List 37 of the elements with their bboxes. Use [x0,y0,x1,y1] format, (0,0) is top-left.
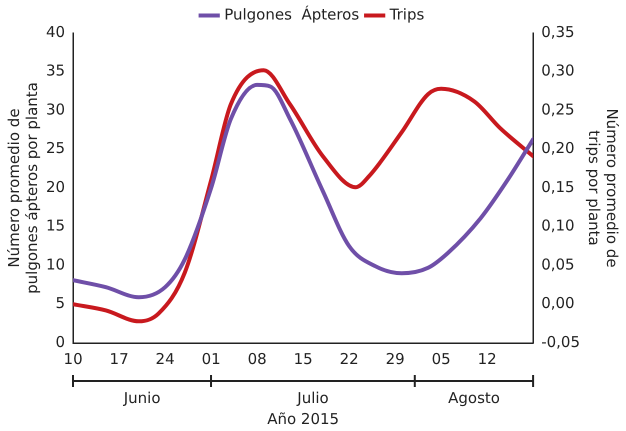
y-tick-label: 10 [46,255,66,274]
y2-tick-label: 0,30 [541,62,575,80]
y2-tick-label: 0,20 [541,139,575,158]
y-tick-label: 30 [46,100,66,118]
y-tick-label: 0 [56,332,66,351]
line-series [73,68,534,324]
legend-label: Trips [388,5,424,24]
text: Junio [122,388,160,407]
y-axis-title: Número promedio de pulgones ápteros por planta [4,82,41,294]
x-tick-label: 29 [386,350,405,368]
text: Agosto [448,388,500,407]
x-tick-label: 22 [340,350,359,368]
y2-tick-label: 0,15 [541,178,575,196]
x-tick-label: 08 [248,350,267,368]
y-tick-label: 35 [46,62,66,80]
x-tick-label: 12 [478,350,497,368]
line-series [73,82,534,300]
x-tick-label: 01 [202,350,221,368]
y2-tick-label: 0,00 [541,294,575,312]
x-tick-label: 24 [156,350,175,368]
y-tick-label: 15 [46,216,66,235]
y2-tick-label: 0,10 [541,216,575,235]
y2-tick-label: 0,35 [541,22,575,41]
x-tick-label: 17 [110,350,129,368]
x-tick-label: 05 [432,350,451,368]
y2-tick-label: 0,05 [541,255,575,274]
x-tick-label: 15 [294,350,313,368]
y-tick-label: 40 [46,22,66,41]
y-tick-label: 20 [46,178,66,196]
y-tick-label: 25 [46,139,66,158]
y2-tick-label: -0,05 [541,332,580,351]
text: Julio [296,388,329,407]
legend-label: Pulgones Ápteros [224,5,360,24]
y2-tick-label: 0,25 [541,100,575,118]
x-axis-title: Año 2015 [267,410,340,428]
y-tick-label: 5 [56,294,66,312]
y2-axis-title: Número promedio de trips por planta [585,108,622,268]
